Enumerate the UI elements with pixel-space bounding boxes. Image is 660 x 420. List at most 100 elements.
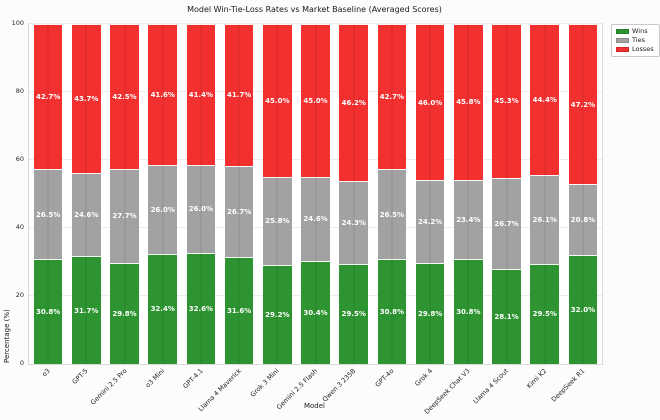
bar-segment-losses: 45.0% xyxy=(301,24,330,178)
bar-value-label: 28.1% xyxy=(494,312,519,321)
bar-segment-ties: 24.6% xyxy=(301,177,330,261)
bar-value-label: 30.4% xyxy=(303,308,328,317)
bar-value-label: 24.6% xyxy=(303,215,328,224)
bar-value-label: 46.2% xyxy=(341,99,366,108)
bar-segment-wins: 30.8% xyxy=(377,259,407,364)
legend: Wins Ties Losses xyxy=(611,24,660,57)
bar-value-label: 26.5% xyxy=(35,210,61,219)
bar-slot: 31.6% 26.7% 41.7% xyxy=(220,24,258,364)
bar-value-label: 30.8% xyxy=(456,308,481,317)
bar-slot: 32.0% 20.8% 47.2% xyxy=(564,24,602,364)
bar-slot: 29.2% 25.8% 45.0% xyxy=(258,24,296,364)
x-tick-label: Kimi K2 xyxy=(525,367,549,391)
bar-value-label: 30.8% xyxy=(35,308,61,317)
bar-value-label: 43.7% xyxy=(74,94,99,103)
bar-slot: 32.4% 26.0% 41.6% xyxy=(144,24,182,364)
x-tick-label: Grok 3 Mini xyxy=(249,367,281,399)
bar-value-label: 30.8% xyxy=(379,308,405,317)
bar-value-label: 26.0% xyxy=(188,205,214,214)
bar-value-label: 29.8% xyxy=(112,309,137,318)
bar-value-label: 44.4% xyxy=(532,95,557,104)
bar-value-label: 26.7% xyxy=(494,219,519,228)
legend-label: Losses xyxy=(632,45,654,53)
bar-value-label: 29.8% xyxy=(417,309,443,318)
x-tick-label: Grok 4 xyxy=(412,367,434,388)
bar-segment-ties: 26.5% xyxy=(33,169,63,260)
bar-segment-wins: 32.4% xyxy=(148,253,178,364)
bar-segment-losses: 47.2% xyxy=(568,24,598,185)
bar-value-label: 29.5% xyxy=(532,310,557,319)
bar-segment-wins: 31.6% xyxy=(224,256,254,364)
bar-segment-ties: 24.2% xyxy=(415,180,445,263)
bar-segment-losses: 42.7% xyxy=(33,24,63,170)
bar-stack: 32.0% 20.8% 47.2% xyxy=(568,24,598,364)
bar-segment-losses: 44.4% xyxy=(530,24,560,175)
bar-value-label: 45.0% xyxy=(265,97,290,106)
x-tick-label: GPT-4.1 xyxy=(181,367,205,391)
bar-value-label: 26.0% xyxy=(150,206,175,215)
y-axis-ticks: 0 20 40 60 80 100 xyxy=(0,19,24,367)
bar-segment-wins: 30.8% xyxy=(33,259,63,364)
bar-value-label: 47.2% xyxy=(570,100,596,109)
bar-segment-losses: 45.3% xyxy=(492,24,521,178)
bar-segment-losses: 45.8% xyxy=(454,24,483,180)
bar-segment-losses: 42.7% xyxy=(377,24,407,170)
bar-value-label: 25.8% xyxy=(265,217,290,226)
y-tick-label: 60 xyxy=(15,155,24,163)
bar-value-label: 45.0% xyxy=(303,97,328,106)
bar-segment-wins: 29.8% xyxy=(415,262,445,364)
bar-segment-ties: 26.7% xyxy=(224,165,254,257)
bar-slot: 31.7% 24.6% 43.7% xyxy=(67,24,105,364)
bar-value-label: 41.6% xyxy=(150,91,175,100)
bar-stack: 29.2% 25.8% 45.0% xyxy=(263,24,292,364)
bar-segment-ties: 23.4% xyxy=(454,179,483,260)
chart-title: Model Win-Tie-Loss Rates vs Market Basel… xyxy=(187,5,442,14)
bar-value-label: 32.4% xyxy=(150,305,175,314)
bar-value-label: 29.5% xyxy=(341,310,366,319)
plot-area: 30.8% 26.5% 42.7% 31.7% 24.6% 43.7% 29.8% 27.7%… xyxy=(28,23,603,365)
bar-slot: 30.8% 26.5% 42.7% xyxy=(373,24,411,364)
bars-container: 30.8% 26.5% 42.7% 31.7% 24.6% 43.7% 29.8% 27.7%… xyxy=(29,24,602,364)
legend-item: Wins xyxy=(616,28,654,35)
bar-slot: 32.6% 26.0% 41.4% xyxy=(182,24,220,364)
bar-segment-wins: 30.4% xyxy=(301,260,330,364)
bar-segment-losses: 41.7% xyxy=(224,24,254,166)
x-tick-label: Gemini 2.5 Pro xyxy=(88,367,129,407)
bar-segment-ties: 26.7% xyxy=(492,177,521,269)
bar-value-label: 26.5% xyxy=(379,210,405,219)
x-tick-label: GPT-4o xyxy=(373,367,396,389)
x-axis-label: Model xyxy=(303,402,326,410)
bar-stack: 29.8% 24.2% 46.0% xyxy=(415,24,445,364)
bar-segment-ties: 26.1% xyxy=(530,174,560,264)
bar-segment-wins: 31.7% xyxy=(71,256,101,364)
bar-value-label: 32.0% xyxy=(570,306,596,315)
bar-stack: 28.1% 26.7% 45.3% xyxy=(492,24,521,364)
bar-slot: 30.8% 23.4% 45.8% xyxy=(449,24,487,364)
x-tick-label: DeepSeek R1 xyxy=(549,367,587,404)
legend-label: Wins xyxy=(632,27,648,35)
bar-value-label: 24.3% xyxy=(341,218,366,227)
bar-value-label: 29.2% xyxy=(265,310,290,319)
bar-segment-wins: 32.0% xyxy=(568,255,598,364)
bar-value-label: 45.3% xyxy=(494,97,519,106)
bar-stack: 30.4% 24.6% 45.0% xyxy=(301,24,330,364)
bar-value-label: 41.4% xyxy=(188,90,214,99)
bar-segment-ties: 24.3% xyxy=(339,181,369,264)
bar-segment-wins: 28.1% xyxy=(492,268,521,364)
bar-value-label: 26.1% xyxy=(532,215,557,224)
bar-value-label: 23.4% xyxy=(456,216,481,224)
bar-value-label: 32.6% xyxy=(188,305,214,314)
bar-segment-losses: 42.5% xyxy=(110,24,139,169)
bar-segment-wins: 29.2% xyxy=(263,264,292,364)
bar-slot: 29.8% 24.2% 46.0% xyxy=(411,24,449,364)
legend-item: Ties xyxy=(616,37,654,44)
bar-segment-losses: 45.0% xyxy=(263,24,292,178)
bar-segment-ties: 26.5% xyxy=(377,169,407,260)
x-tick-label: Qwen 3 235B xyxy=(320,367,358,404)
bar-value-label: 26.7% xyxy=(226,207,252,216)
bar-value-label: 42.7% xyxy=(379,93,405,102)
bar-segment-ties: 26.0% xyxy=(186,164,216,254)
bar-segment-ties: 25.8% xyxy=(263,177,292,265)
bar-segment-wins: 29.5% xyxy=(530,263,560,364)
bar-segment-wins: 32.6% xyxy=(186,253,216,364)
